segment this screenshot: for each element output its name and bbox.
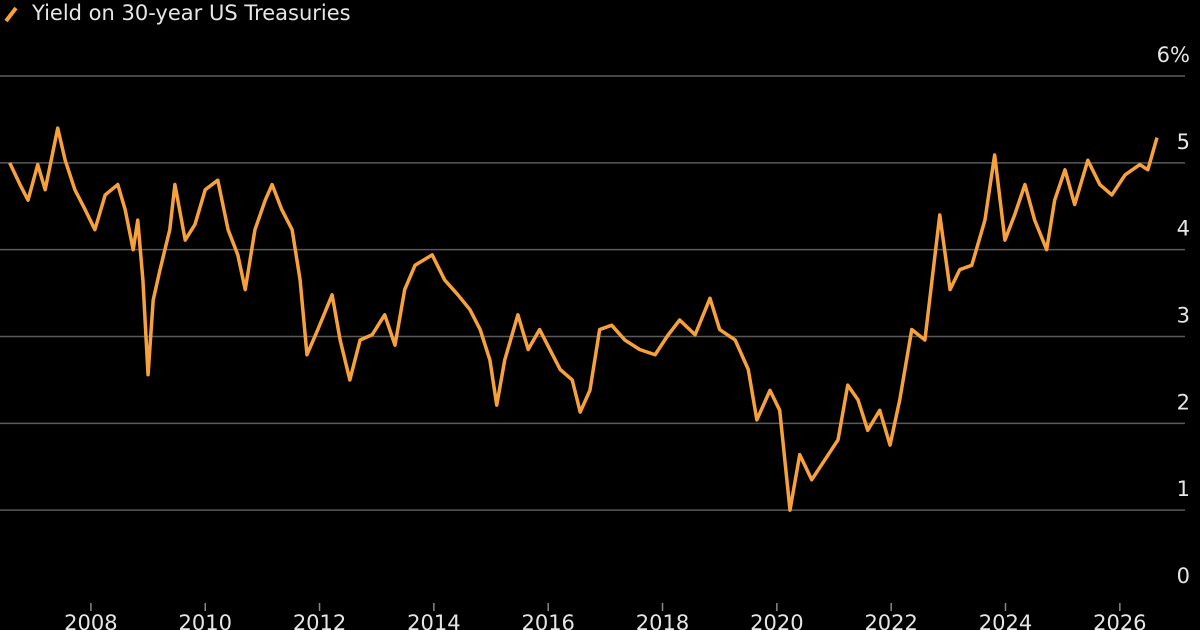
x-tick-label: 2018 bbox=[636, 611, 689, 630]
x-tick-label: 2026 bbox=[1093, 611, 1146, 630]
y-tick-label: 2 bbox=[1177, 390, 1190, 414]
y-tick-label: 5 bbox=[1177, 130, 1190, 154]
x-tick-label: 2008 bbox=[64, 611, 117, 630]
legend-label: Yield on 30-year US Treasuries bbox=[31, 1, 351, 25]
y-tick-label: 4 bbox=[1177, 217, 1190, 241]
x-tick-label: 2012 bbox=[293, 611, 346, 630]
x-tick-label: 2014 bbox=[407, 611, 460, 630]
x-tick-label: 2020 bbox=[750, 611, 803, 630]
y-tick-label: 1 bbox=[1177, 477, 1190, 501]
y-tick-label: 6% bbox=[1157, 43, 1190, 67]
x-tick-label: 2022 bbox=[864, 611, 917, 630]
y-tick-label: 0 bbox=[1177, 564, 1190, 588]
x-tick-label: 2016 bbox=[521, 611, 574, 630]
x-tick-label: 2024 bbox=[979, 611, 1032, 630]
legend-swatch bbox=[4, 6, 18, 23]
y-tick-label: 3 bbox=[1177, 304, 1190, 328]
x-tick-label: 2010 bbox=[178, 611, 231, 630]
series-line bbox=[8, 126, 1159, 512]
legend: Yield on 30-year US Treasuries bbox=[4, 1, 351, 25]
